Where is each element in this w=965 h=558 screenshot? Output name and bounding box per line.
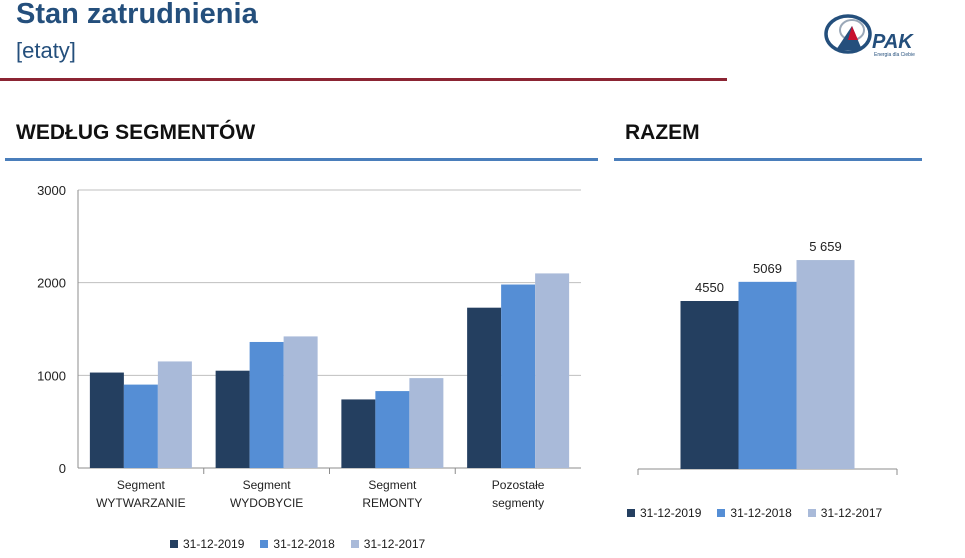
legend-item: 31-12-2017 [807,506,883,520]
segments-divider [5,158,598,161]
bar-31-12-2018 [375,391,410,468]
legend-item: 31-12-2017 [350,537,426,551]
x-tick-label: Segment [117,478,166,492]
total-chart: 4550 5069 5 659 [637,239,898,475]
bar-31-12-2019 [89,372,124,468]
segments-chart: 0 1000 2000 3000 Segment WYTWARZANIE Segment WY… [37,183,581,510]
legend-label: 31-12-2018 [273,537,335,551]
data-label: 5 659 [809,239,842,254]
legend-label: 31-12-2017 [363,537,426,551]
bar-31-12-2019 [680,301,739,469]
y-tick-label: 1000 [37,368,66,383]
y-tick-label: 3000 [37,183,66,198]
total-legend: 31-12-2019 31-12-2018 31-12-2017 [627,506,898,520]
title-divider [0,78,727,81]
legend-item: 31-12-2018 [717,506,792,520]
x-tick-label: WYTWARZANIE [96,496,186,510]
logo-text: PAK [872,31,914,53]
bar-31-12-2018 [123,384,158,468]
bar-31-12-2019 [341,399,376,468]
legend-swatch [717,509,726,517]
legend-label: 31-12-2018 [730,506,792,520]
legend-label: 31-12-2017 [820,506,883,520]
legend-swatch [350,540,359,548]
x-tick-label: REMONTY [362,496,422,510]
segments-heading: WEDŁUG SEGMENTÓW [16,121,256,144]
bar-31-12-2017 [409,378,444,468]
x-tick-label: segmenty [492,496,544,510]
legend-swatch [627,509,635,517]
logo-tagline: Energia dla Ciebie [874,52,915,58]
x-tick-label: WYDOBYCIE [230,496,303,510]
total-heading: RAZEM [625,121,700,144]
legend-swatch [260,540,269,548]
bar-31-12-2017 [157,361,192,468]
page-title: Stan zatrudnienia [16,0,258,30]
legend-item: 31-12-2019 [170,537,244,551]
bar-31-12-2018 [738,281,797,469]
legend-swatch [807,509,816,517]
x-tick-label: Segment [368,478,417,492]
y-tick-label: 2000 [37,276,66,291]
bar-31-12-2019 [467,307,502,468]
x-tick-label: Segment [243,478,292,492]
y-tick-label: 0 [59,461,66,476]
bar-31-12-2017 [535,273,570,468]
logo-swirl [824,14,872,54]
bar-31-12-2018 [249,341,284,468]
bar-31-12-2019 [215,370,250,468]
legend-item: 31-12-2018 [260,537,335,551]
company-logo: PAK Energia dla Ciebie [824,14,915,58]
data-label: 5069 [753,261,782,276]
legend-swatch [170,540,178,548]
data-label: 4550 [695,280,724,295]
page-subtitle: [etaty] [16,38,76,63]
legend-label: 31-12-2019 [183,537,245,551]
legend-label: 31-12-2019 [640,506,702,520]
bar-31-12-2017 [283,336,318,468]
x-tick-label: Pozostałe [492,478,545,492]
bar-31-12-2017 [796,260,855,469]
legend-item: 31-12-2019 [627,506,701,520]
logo-flame [848,26,858,40]
total-divider [614,158,922,161]
segments-legend: 31-12-2019 31-12-2018 31-12-2017 [170,537,441,551]
bar-31-12-2018 [501,284,536,468]
